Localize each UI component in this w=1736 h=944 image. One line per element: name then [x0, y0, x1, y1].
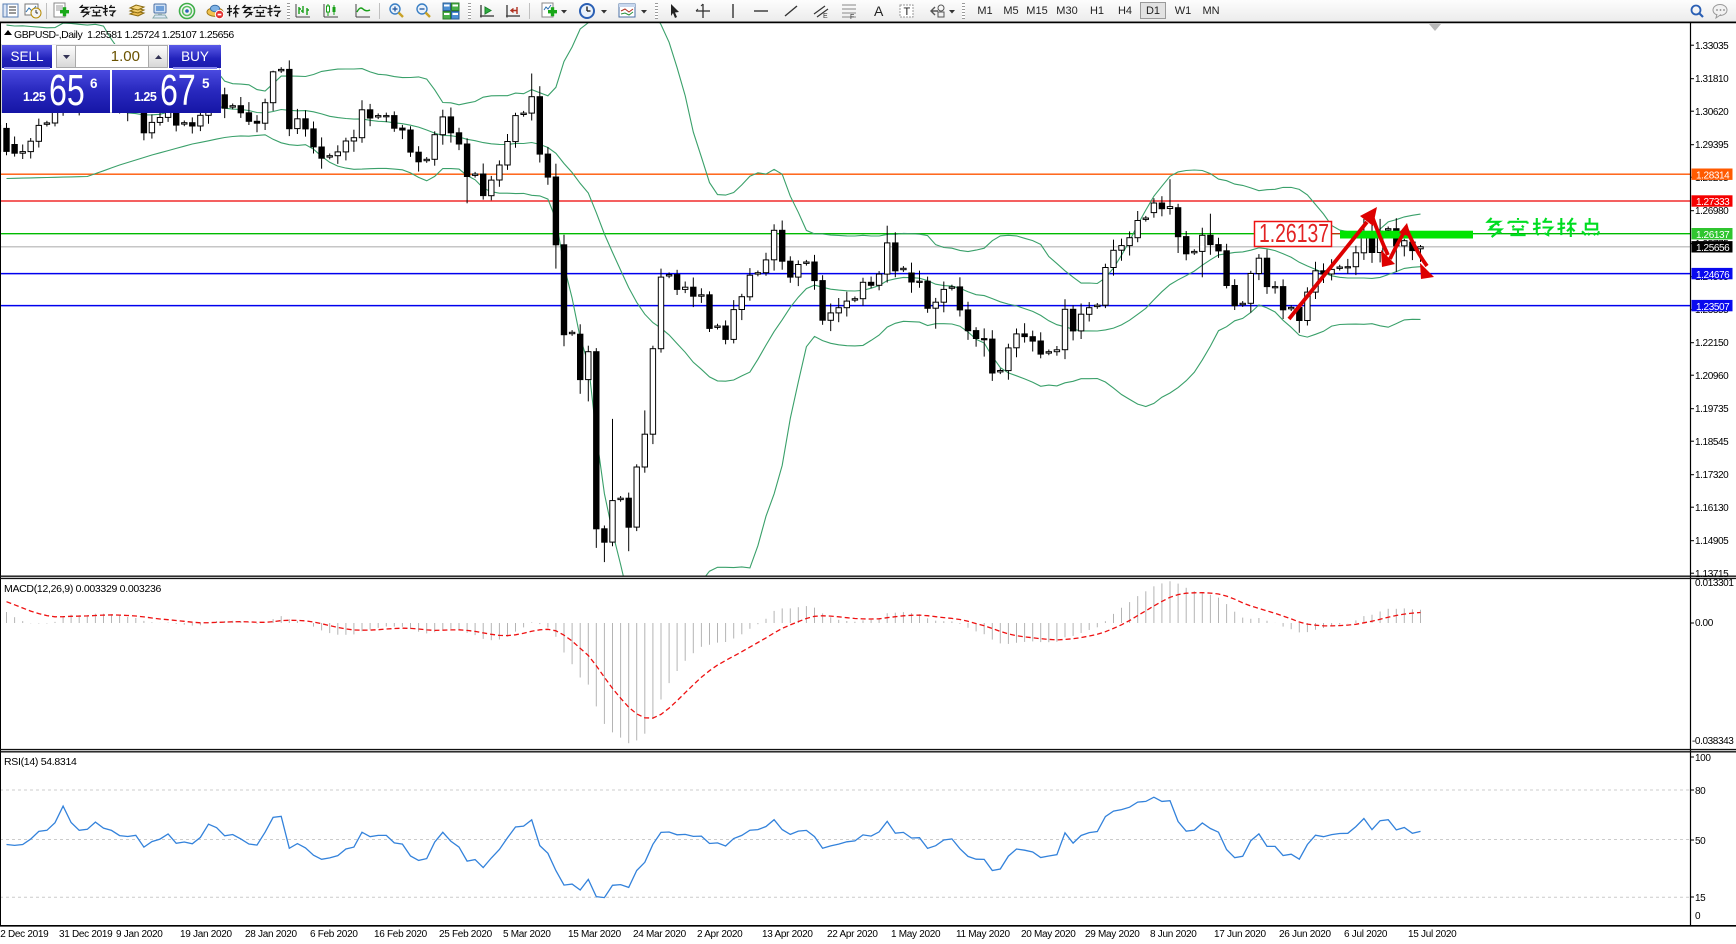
svg-text:19 Jan 2020: 19 Jan 2020 — [180, 929, 232, 940]
svg-text:1.20960: 1.20960 — [1695, 371, 1729, 382]
svg-text:22 Dec 2019: 22 Dec 2019 — [0, 929, 49, 940]
svg-text:1.18545: 1.18545 — [1695, 437, 1729, 448]
svg-text:1.26137: 1.26137 — [1259, 218, 1329, 248]
svg-text:1.13715: 1.13715 — [1695, 569, 1729, 580]
svg-text:1.33035: 1.33035 — [1695, 41, 1729, 52]
svg-text:9 Jan 2020: 9 Jan 2020 — [116, 929, 163, 940]
svg-text:20 May 2020: 20 May 2020 — [1021, 929, 1076, 940]
svg-text:E: E — [823, 13, 828, 20]
svg-text:1 May 2020: 1 May 2020 — [891, 929, 941, 940]
svg-text:1.28314: 1.28314 — [1696, 170, 1730, 181]
svg-text:1.14905: 1.14905 — [1695, 536, 1729, 547]
svg-text:0.013301: 0.013301 — [1695, 578, 1734, 589]
svg-text:1.17320: 1.17320 — [1695, 470, 1729, 481]
svg-text:6 Feb 2020: 6 Feb 2020 — [310, 929, 358, 940]
svg-text:1.31810: 1.31810 — [1695, 74, 1729, 85]
svg-text:RSI(14) 54.8314: RSI(14) 54.8314 — [4, 756, 77, 768]
svg-text:50: 50 — [1695, 836, 1706, 847]
svg-text:GBPUSD-,Daily 1.25581 1.25724: GBPUSD-,Daily 1.25581 1.25724 1.25107 1.… — [14, 29, 234, 41]
svg-text:1.26980: 1.26980 — [1695, 206, 1729, 217]
svg-text:25 Feb 2020: 25 Feb 2020 — [439, 929, 493, 940]
svg-text:1.29395: 1.29395 — [1695, 140, 1729, 151]
svg-text:13 Apr 2020: 13 Apr 2020 — [762, 929, 813, 940]
svg-text:16 Feb 2020: 16 Feb 2020 — [374, 929, 428, 940]
svg-text:1.22150: 1.22150 — [1695, 338, 1729, 349]
svg-text:MACD(12,26,9) 0.003329 0.00323: MACD(12,26,9) 0.003329 0.003236 — [4, 583, 162, 595]
svg-text:0: 0 — [1695, 911, 1701, 922]
svg-text:17 Jun 2020: 17 Jun 2020 — [1214, 929, 1266, 940]
svg-text:6 Jul 2020: 6 Jul 2020 — [1344, 929, 1388, 940]
svg-text:2 Apr 2020: 2 Apr 2020 — [697, 929, 743, 940]
svg-text:1.27333: 1.27333 — [1696, 197, 1730, 208]
svg-text:T: T — [904, 6, 911, 18]
svg-text:15 Mar 2020: 15 Mar 2020 — [568, 929, 622, 940]
svg-text:15 Jul 2020: 15 Jul 2020 — [1408, 929, 1457, 940]
svg-text:1.16130: 1.16130 — [1695, 503, 1729, 514]
svg-text:1.30620: 1.30620 — [1695, 107, 1729, 118]
svg-text:22 Apr 2020: 22 Apr 2020 — [827, 929, 878, 940]
svg-text:8 Jun 2020: 8 Jun 2020 — [1150, 929, 1197, 940]
svg-text:11 May 2020: 11 May 2020 — [956, 929, 1011, 940]
svg-text:1.19735: 1.19735 — [1695, 404, 1729, 415]
svg-text:1.25656: 1.25656 — [1696, 243, 1730, 254]
svg-text:29 May 2020: 29 May 2020 — [1085, 929, 1140, 940]
svg-text:1.26137: 1.26137 — [1696, 230, 1730, 241]
svg-text:-0.038343: -0.038343 — [1692, 736, 1734, 747]
svg-text:28 Jan 2020: 28 Jan 2020 — [245, 929, 297, 940]
svg-text:100: 100 — [1695, 753, 1711, 764]
svg-text:A: A — [874, 3, 884, 19]
svg-text:80: 80 — [1695, 786, 1706, 797]
svg-text:1.24676: 1.24676 — [1696, 270, 1730, 281]
svg-text:31 Dec 2019: 31 Dec 2019 — [59, 929, 113, 940]
svg-text:5 Mar 2020: 5 Mar 2020 — [503, 929, 551, 940]
svg-text:26 Jun 2020: 26 Jun 2020 — [1279, 929, 1331, 940]
svg-text:24 Mar 2020: 24 Mar 2020 — [633, 929, 687, 940]
svg-text:15: 15 — [1695, 893, 1706, 904]
svg-text:0.00: 0.00 — [1695, 618, 1714, 629]
svg-text:1.23507: 1.23507 — [1696, 302, 1730, 313]
svg-text:F: F — [850, 14, 854, 20]
